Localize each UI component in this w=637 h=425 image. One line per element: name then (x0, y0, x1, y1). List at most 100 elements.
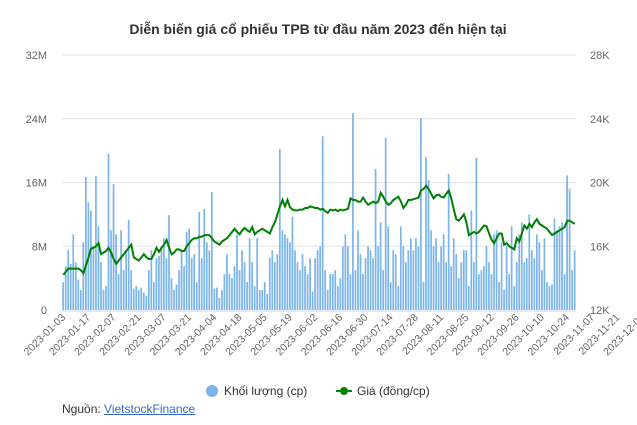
volume-bar (389, 282, 392, 310)
volume-bar (508, 274, 510, 310)
source-label: Nguồn: (62, 402, 101, 416)
volume-bar (268, 258, 271, 310)
left-tick-label: 16M (26, 178, 47, 190)
volume-bar (352, 113, 354, 310)
source-link[interactable]: VietstockFinance (104, 402, 196, 416)
volume-bar (495, 230, 498, 310)
left-tick-label: 24M (26, 114, 47, 126)
volume-bar (127, 219, 130, 310)
volume-bar (485, 246, 488, 310)
volume-bar (467, 286, 470, 310)
volume-bar (551, 284, 553, 310)
volume-bar (79, 290, 82, 310)
volume-bar (228, 274, 231, 310)
volume-bar (183, 266, 185, 310)
volume-bar (233, 266, 236, 310)
volume-bar (523, 262, 526, 310)
volume-bar (311, 291, 314, 310)
volume-bar (261, 290, 264, 310)
volume-bar (568, 188, 571, 310)
volume-bar (394, 254, 397, 310)
volume-bar (470, 210, 473, 310)
volume-bar (357, 230, 359, 310)
legend-volume-marker (206, 385, 218, 397)
left-tick-label: 0 (41, 305, 47, 317)
volume-bar (145, 295, 148, 310)
volume-bar (289, 242, 291, 310)
volume-bar (535, 234, 538, 310)
volume-bar (518, 234, 521, 310)
volume-bar (223, 274, 226, 310)
volume-bar (180, 250, 183, 310)
volume-bar (142, 292, 145, 310)
legend-volume[interactable]: Khối lượng (cp) (206, 384, 307, 398)
volume-bar (95, 176, 97, 310)
volume-bar (309, 258, 311, 310)
volume-bar (533, 258, 536, 310)
volume-bars (62, 113, 576, 310)
gridlines (62, 54, 576, 247)
volume-bar (404, 262, 407, 310)
volume-bar (203, 208, 206, 310)
volume-bar (455, 254, 458, 310)
volume-bar (344, 234, 347, 310)
volume-bar (115, 234, 117, 310)
volume-bar (266, 294, 269, 310)
volume-bar (488, 262, 490, 310)
volume-bar (226, 254, 228, 310)
volume-bar (198, 211, 201, 310)
volume-bar (493, 234, 495, 310)
volume-bar (538, 242, 541, 310)
right-tick-label: 16K (590, 241, 610, 253)
chart-title: Diễn biến giá cổ phiếu TPB từ đầu năm 20… (129, 21, 506, 37)
volume-bar (253, 286, 256, 310)
volume-bar (369, 250, 372, 310)
volume-bar (430, 230, 432, 310)
legend-price[interactable]: Giá (đồng/cp) (336, 384, 430, 398)
volume-bar (520, 222, 523, 310)
volume-bar (563, 274, 566, 310)
volume-bar (210, 192, 213, 310)
volume-bar (571, 270, 573, 310)
volume-bar (546, 282, 548, 310)
volume-bar (505, 246, 508, 310)
volume-bar (510, 226, 513, 310)
legend-price-label: Giá (đồng/cp) (357, 384, 430, 398)
volume-bar (258, 290, 261, 310)
volume-bar (231, 278, 233, 310)
volume-bar (208, 250, 211, 310)
source-line: Nguồn: VietstockFinance (62, 402, 195, 416)
volume-bar (158, 255, 160, 310)
volume-bar (399, 226, 402, 310)
volume-bar (190, 258, 193, 310)
volume-bar (147, 270, 150, 310)
volume-bar (72, 234, 75, 310)
volume-bar (447, 173, 450, 310)
volume-bar (84, 176, 87, 310)
volume-bar (503, 290, 505, 310)
volume-bar (273, 262, 276, 310)
volume-bar (291, 216, 294, 310)
volume-bar (530, 250, 533, 310)
volume-bar (238, 270, 241, 310)
volume-bar (241, 250, 243, 310)
volume-bar (435, 238, 437, 310)
volume-bar (392, 250, 395, 310)
volume-bar (67, 250, 70, 310)
volume-bar (442, 234, 445, 310)
volume-bar (92, 246, 95, 310)
volume-bar (100, 262, 102, 310)
volume-bar (412, 250, 415, 310)
volume-bar (329, 274, 332, 310)
volume-bar (339, 278, 342, 310)
volume-bar (379, 222, 382, 310)
volume-bar (316, 250, 319, 310)
volume-bar (478, 274, 480, 310)
volume-bar (425, 157, 427, 310)
volume-bar (498, 282, 500, 310)
volume-bar (205, 242, 208, 310)
volume-bar (321, 136, 324, 310)
volume-bar (263, 282, 266, 310)
volume-bar (165, 258, 168, 310)
volume-bar (349, 274, 352, 310)
